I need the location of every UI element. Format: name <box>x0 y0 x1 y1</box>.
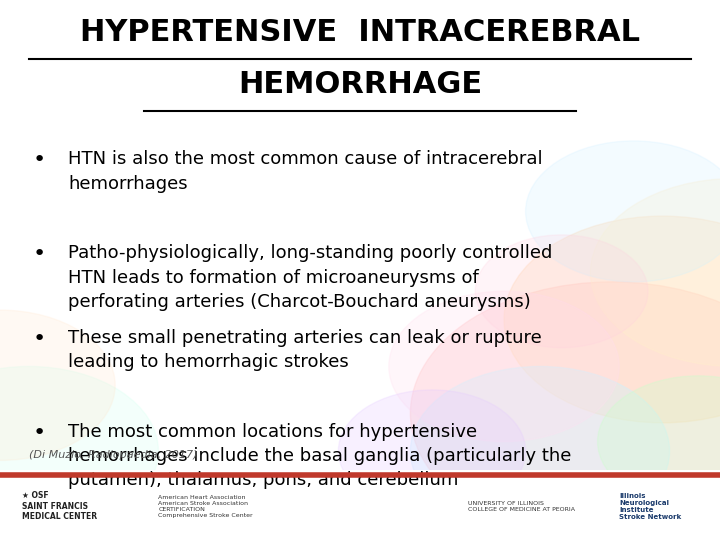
Text: •: • <box>33 150 46 170</box>
Text: (Di Muzio, Radiopaedia, 2017): (Di Muzio, Radiopaedia, 2017) <box>29 450 197 461</box>
Text: The most common locations for hypertensive
hemorrhages include the basal ganglia: The most common locations for hypertensi… <box>68 423 572 489</box>
Text: These small penetrating arteries can leak or rupture
leading to hemorrhagic stro: These small penetrating arteries can lea… <box>68 329 542 371</box>
Text: HYPERTENSIVE  INTRACEREBRAL: HYPERTENSIVE INTRACEREBRAL <box>80 18 640 48</box>
Circle shape <box>0 310 115 461</box>
Circle shape <box>598 376 720 508</box>
Circle shape <box>338 390 526 512</box>
Circle shape <box>0 367 158 536</box>
Circle shape <box>590 179 720 367</box>
Text: Illinois
Neurological
Institute
Stroke Network: Illinois Neurological Institute Stroke N… <box>619 493 681 520</box>
Circle shape <box>526 141 720 282</box>
Circle shape <box>410 282 720 540</box>
Text: ★ OSF
SAINT FRANCIS
MEDICAL CENTER: ★ OSF SAINT FRANCIS MEDICAL CENTER <box>22 491 96 521</box>
Circle shape <box>410 367 670 536</box>
Text: •: • <box>33 329 46 349</box>
Text: HEMORRHAGE: HEMORRHAGE <box>238 70 482 99</box>
Text: Patho-physiologically, long-standing poorly controlled
HTN leads to formation of: Patho-physiologically, long-standing poo… <box>68 244 553 311</box>
Circle shape <box>475 235 648 348</box>
Text: •: • <box>33 244 46 264</box>
Circle shape <box>389 291 619 442</box>
Text: HTN is also the most common cause of intracerebral
hemorrhages: HTN is also the most common cause of int… <box>68 150 543 193</box>
Text: UNIVERSITY OF ILLINOIS
COLLEGE OF MEDICINE AT PEORIA: UNIVERSITY OF ILLINOIS COLLEGE OF MEDICI… <box>468 501 575 512</box>
Circle shape <box>504 216 720 423</box>
Text: American Heart Association
American Stroke Association
CERTIFICATION
Comprehensi: American Heart Association American Stro… <box>158 495 253 517</box>
Text: •: • <box>33 423 46 443</box>
